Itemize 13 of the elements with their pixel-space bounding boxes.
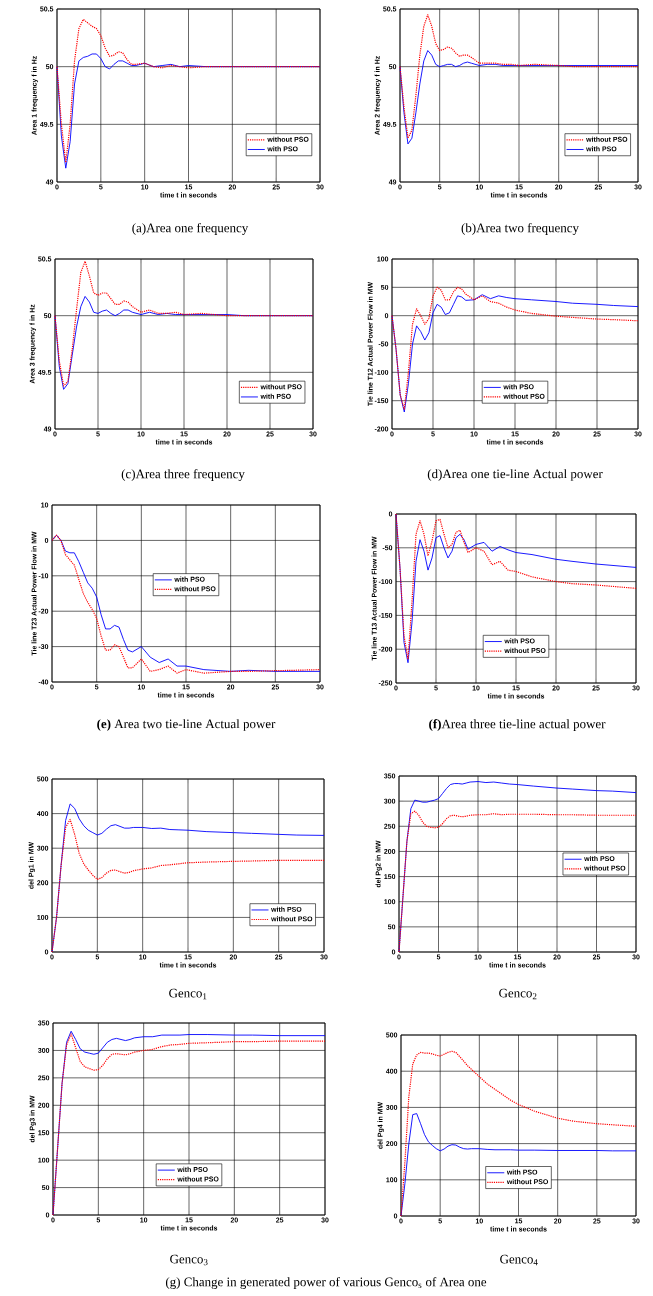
text: Genco$_{2}$ (499, 988, 537, 1000)
text: (d)Area one tie-line Actual power (427, 469, 603, 481)
text: Genco$_{3}$ (170, 1254, 208, 1266)
text: (b)Area two frequency (461, 223, 579, 235)
text: Genco$_{1}$ (169, 988, 207, 1000)
text: (g) Change in generated power of various Genco$_{s}$ of Area one (165, 1277, 487, 1289)
line-series (400, 1050, 637, 1217)
line-series (398, 781, 637, 953)
text: (c)Area three frequency (121, 469, 245, 481)
text: Genco$_{4}$ (500, 1254, 538, 1266)
text: (a)Area one frequency (132, 223, 249, 235)
text: (e) Area two tie-line Actual power (97, 719, 276, 731)
text: (f)Area three tie-line actual power (429, 719, 606, 731)
